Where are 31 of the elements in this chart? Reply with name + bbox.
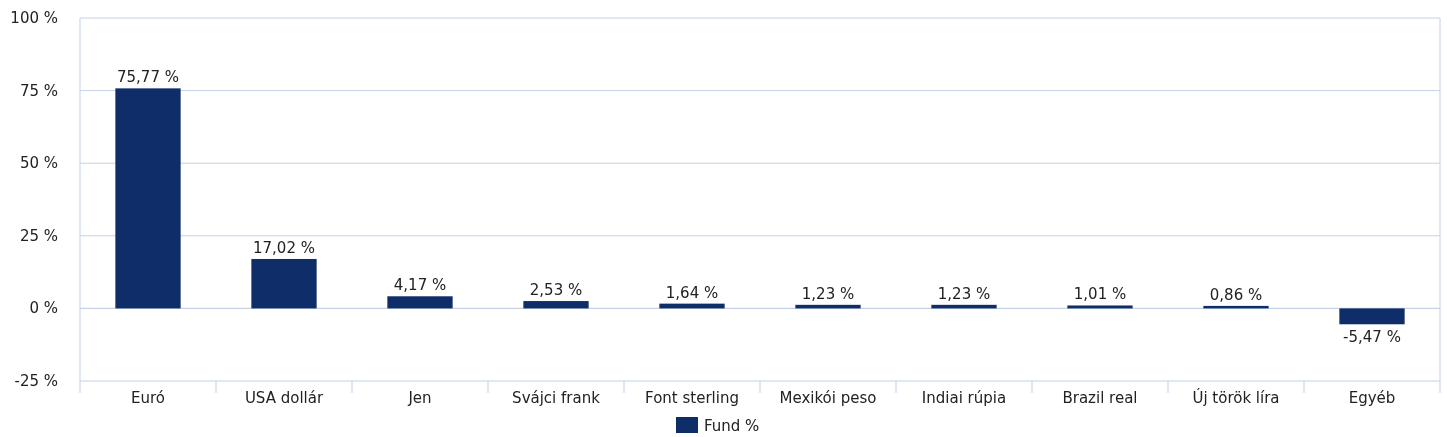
x-tick-label: Indiai rúpia (921, 389, 1007, 407)
x-tick-label: Jen (407, 389, 432, 407)
legend-label: Fund % (704, 417, 760, 435)
x-tick-label: Euró (131, 389, 165, 407)
text: 75,77 % (117, 68, 179, 87)
y-tick-label: 75 % (19, 81, 58, 100)
text: -5,47 % (1343, 328, 1401, 347)
text: 1,01 % (1073, 285, 1127, 304)
text: 1,64 % (665, 283, 719, 302)
bar (1339, 308, 1405, 325)
text: 2,53 % (529, 281, 583, 300)
x-tick-label: Új török líra (1192, 388, 1280, 407)
y-tick-label: 50 % (19, 154, 58, 173)
y-tick-label: 25 % (19, 226, 58, 245)
x-tick-label: Mexikói peso (779, 389, 877, 407)
text: 17,02 % (253, 238, 315, 257)
x-tick-label: Egyéb (1348, 389, 1396, 407)
y-tick-label: 100 % (10, 9, 58, 27)
text: 0,86 % (1209, 285, 1263, 304)
bar (251, 258, 317, 309)
x-tick-label: Brazil real (1062, 389, 1138, 407)
y-tick-label: -25 % (14, 372, 58, 390)
text: 4,17 % (393, 276, 447, 295)
bar (115, 88, 181, 309)
x-tick-label: Svájci frank (512, 389, 601, 407)
text: 1,23 % (937, 284, 991, 303)
x-tick-label: USA dollár (244, 389, 324, 407)
x-tick-label: Font sterling (645, 389, 739, 407)
bar (1067, 305, 1133, 309)
y-tick-label: 0 % (29, 299, 58, 318)
text: 1,23 % (801, 284, 855, 303)
